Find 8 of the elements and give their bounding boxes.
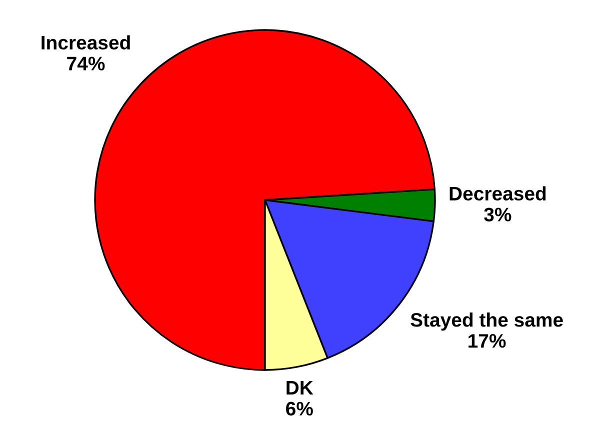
data-label: 6% bbox=[286, 402, 313, 416]
data-label: 3% bbox=[484, 208, 512, 222]
slice-label: Stayed the same bbox=[410, 312, 563, 331]
data-label: 17% bbox=[468, 334, 506, 348]
data-label: 74% bbox=[67, 56, 105, 70]
slice-label: DK bbox=[286, 381, 314, 394]
slice-label: Increased bbox=[42, 35, 130, 50]
slice-label: Decreased bbox=[450, 186, 546, 201]
